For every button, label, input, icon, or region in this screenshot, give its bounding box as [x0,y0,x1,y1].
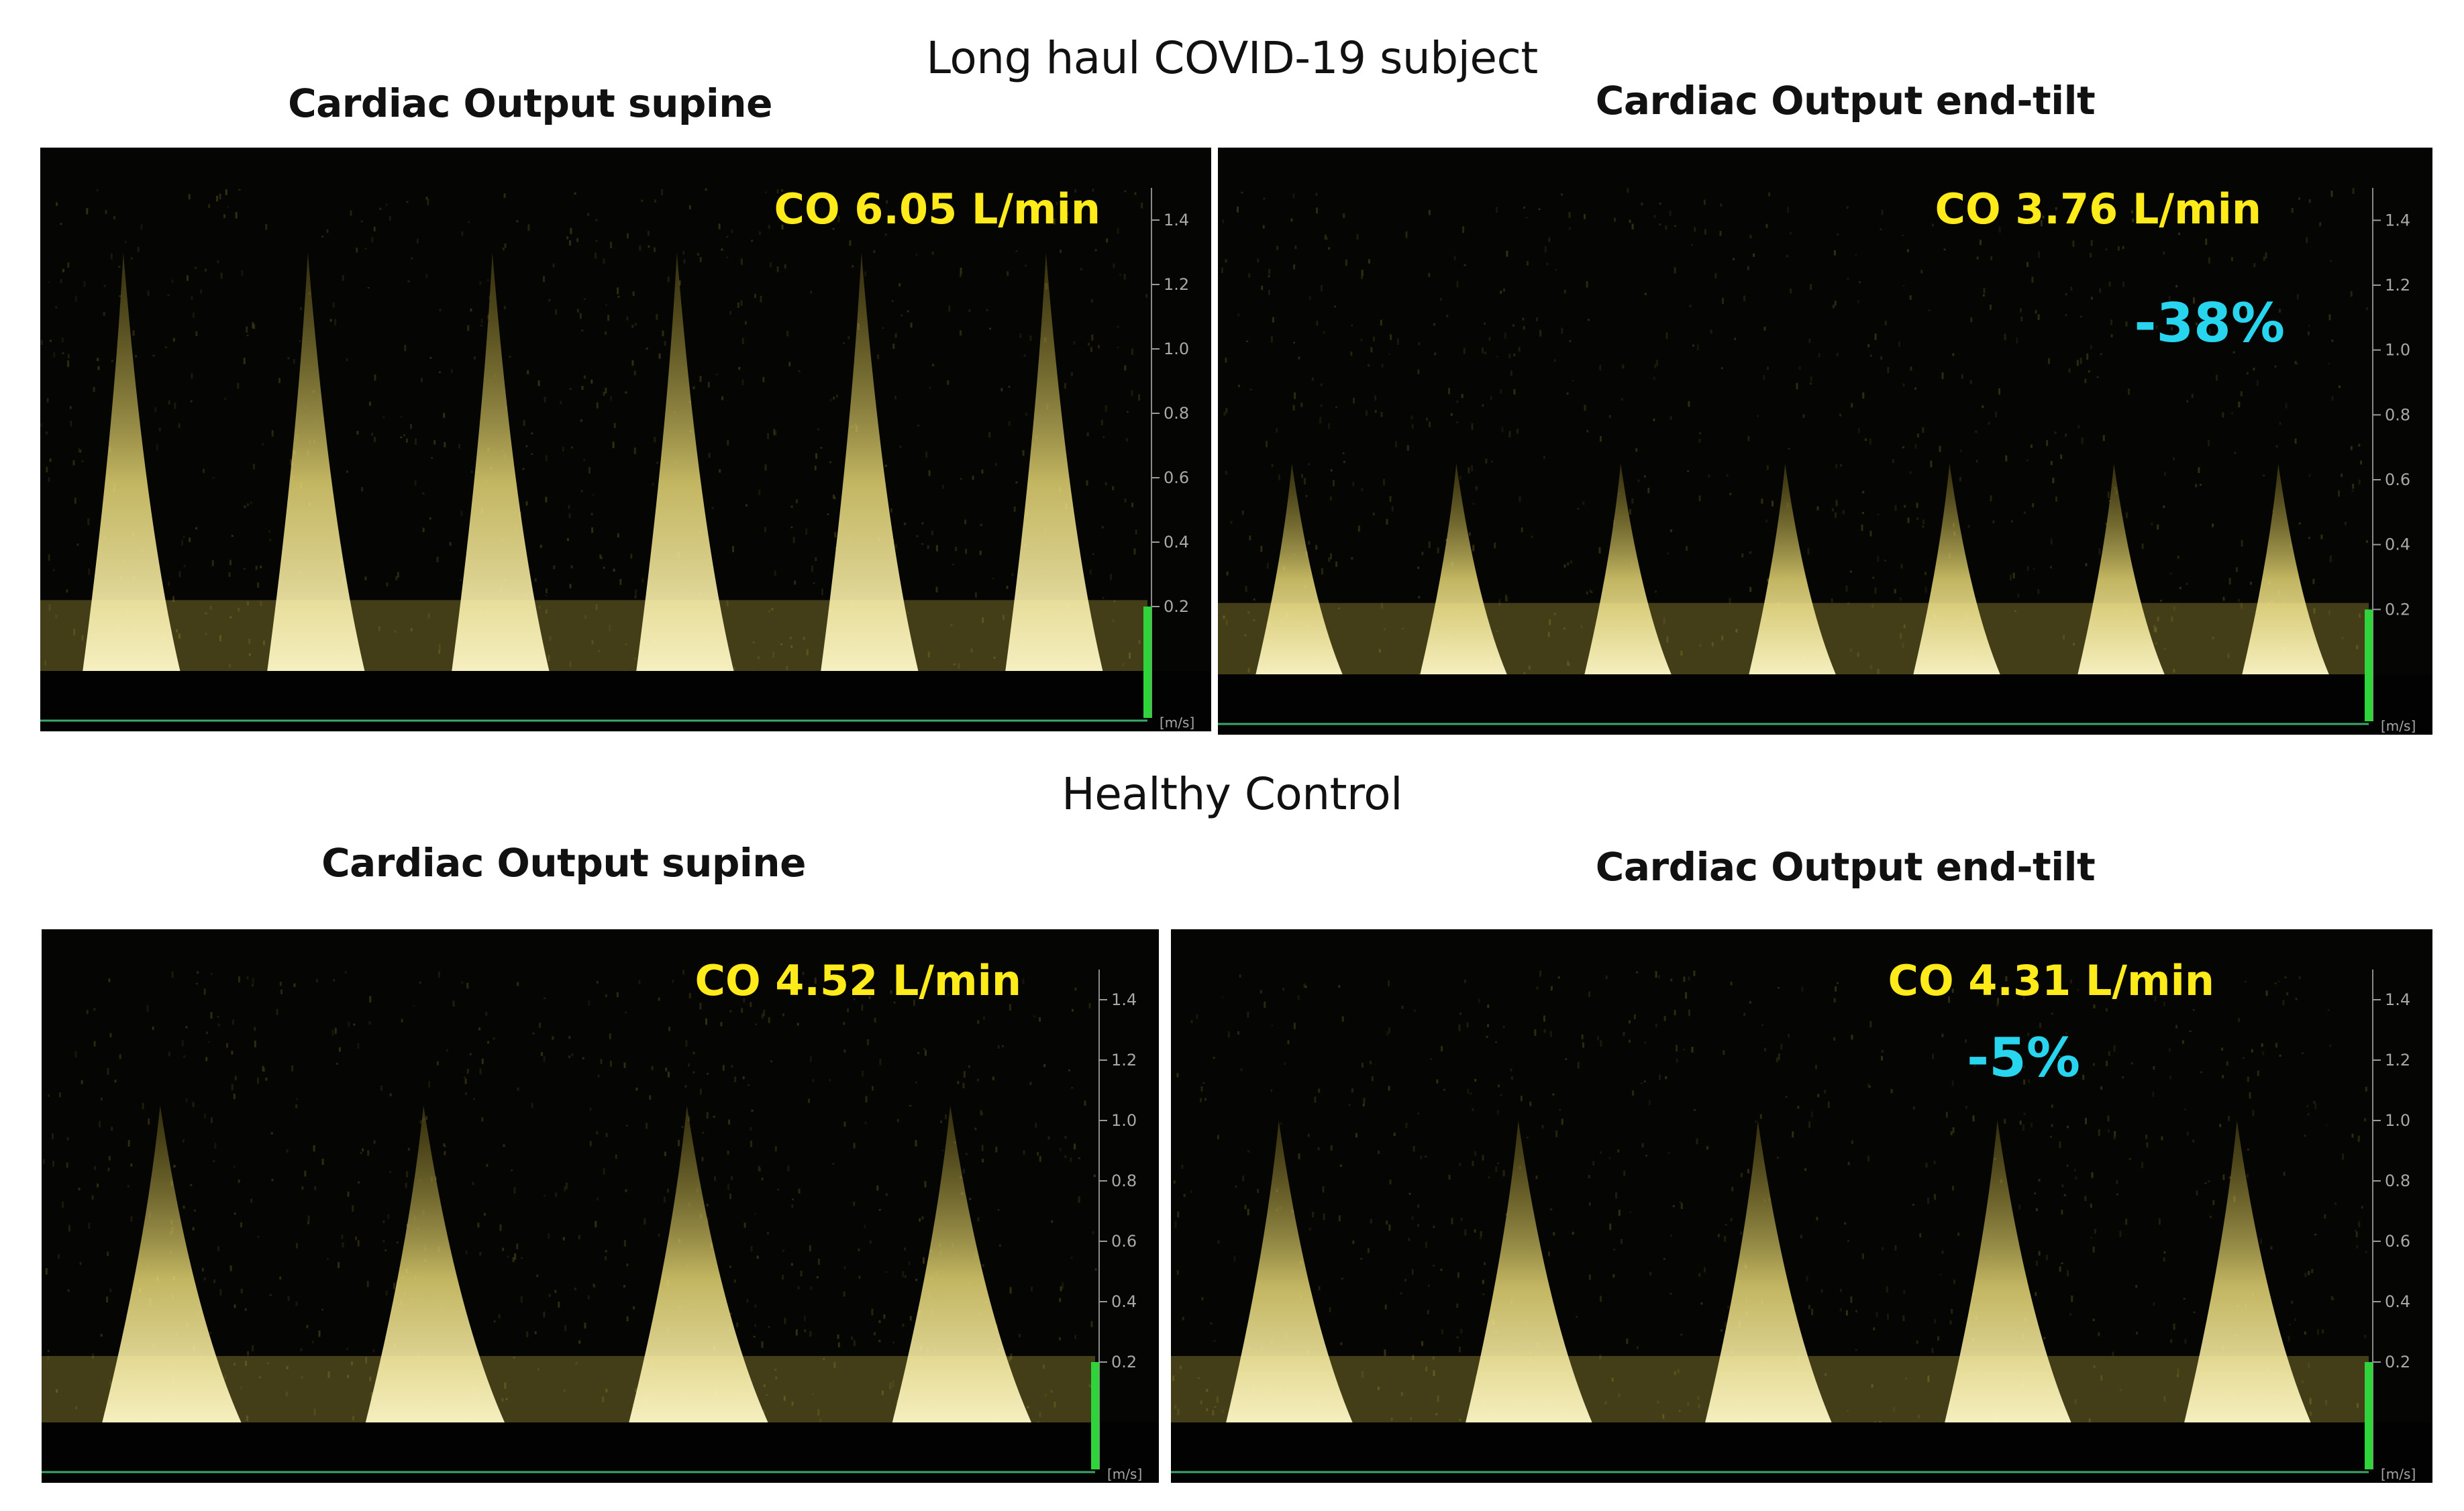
systolic-peak [892,1105,1032,1422]
bottom-strip [1218,674,2432,735]
co-value: CO 6.05 L/min [774,185,1101,233]
co-change: -5% [1966,1027,2080,1089]
doppler-panel-covid-supine: 1.4 1.2 1.0 0.8 0.6 0.4 0.2 [m/s] CO 6.05 L/min [40,148,1211,731]
doppler-spectrum: 1.4 1.2 1.0 0.8 0.6 0.4 0.2 [m/s] [42,970,1159,1483]
systolic-peak [629,1105,768,1422]
systolic-peak [2242,463,2329,674]
co-value: CO 3.76 L/min [1935,185,2262,233]
gain-marker [1143,607,1151,718]
scale-tick-label: 1.0 [1111,1111,1137,1130]
systolic-peak [1226,1121,1353,1422]
scale-tick-label: 1.0 [2385,1111,2410,1130]
systolic-peak [1005,252,1103,671]
scale-tick-label: 0.2 [1111,1353,1137,1371]
systolic-peak [1945,1121,2071,1422]
systolic-peak [1913,463,2000,674]
systolic-peak [636,252,734,671]
scale-tick-label: 0.8 [2385,1171,2410,1190]
doppler-spectrum: 1.4 1.2 1.0 0.8 0.6 0.4 0.2 [m/s] [40,188,1211,731]
scale-tick-label: 0.2 [2385,1353,2410,1371]
scale-tick-label: 1.2 [1164,275,1189,294]
title-covid: Long haul COVID-19 subject [926,32,1538,84]
velocity-scale: 1.4 1.2 1.0 0.8 0.6 0.4 0.2 [m/s] [1098,970,1142,1482]
systolic-peak [1255,463,1343,674]
systolic-peak [1749,463,1836,674]
doppler-panel-covid-tilt: 1.4 1.2 1.0 0.8 0.6 0.4 0.2 [m/s] CO 3.76 L/min… [1218,148,2432,735]
scale-tick-label: 0.8 [1164,404,1189,423]
scale-tick-label: 0.4 [1111,1292,1137,1311]
scale-tick-label: 1.0 [1164,340,1189,358]
heading-control-supine: Cardiac Output supine [321,840,806,886]
scale-tick-label: 0.6 [1111,1232,1137,1251]
systolic-peak [2077,463,2165,674]
scale-tick-label: 0.4 [2385,1292,2410,1311]
heading-covid-supine: Cardiac Output supine [288,81,772,126]
scale-tick-label: 0.4 [1164,533,1189,552]
baseline-band [40,600,1147,671]
scale-tick-label: 0.2 [2385,600,2410,619]
co-value: CO 4.31 L/min [1888,956,2215,1005]
systolic-peak [2184,1121,2311,1422]
systolic-peak [102,1105,242,1422]
doppler-panel-control-tilt: 1.4 1.2 1.0 0.8 0.6 0.4 0.2 [m/s] CO 4.31 L/min… [1171,929,2432,1483]
scale-tick-label: 1.2 [1111,1051,1137,1070]
doppler-panel-control-supine: 1.4 1.2 1.0 0.8 0.6 0.4 0.2 [m/s] CO 4.52 L/min [42,929,1159,1483]
scale-tick-label: 1.4 [1164,211,1189,229]
scale-unit: [m/s] [1107,1466,1142,1482]
velocity-scale: 1.4 1.2 1.0 0.8 0.6 0.4 0.2 [m/s] [2372,970,2416,1482]
scale-tick-label: 1.4 [2385,990,2410,1009]
bottom-strip [40,671,1211,731]
scale-tick-label: 1.0 [2385,341,2410,360]
gain-marker [1091,1362,1099,1469]
heading-control-tilt: Cardiac Output end-tilt [1595,844,2096,890]
title-control: Healthy Control [1062,768,1402,820]
doppler-spectrum: 1.4 1.2 1.0 0.8 0.6 0.4 0.2 [m/s] [1171,970,2432,1483]
gain-marker [2365,609,2373,721]
scale-tick-label: 1.2 [2385,276,2410,295]
scale-tick-label: 0.8 [1111,1171,1137,1190]
scale-tick-label: 0.4 [2385,535,2410,554]
scale-unit: [m/s] [1160,715,1194,731]
scale-tick-label: 1.2 [2385,1051,2410,1070]
speckle-noise [1172,970,2367,1427]
co-value: CO 4.52 L/min [695,956,1022,1005]
scale-tick-label: 0.6 [1164,468,1189,487]
gain-marker [2365,1362,2373,1469]
scale-tick-label: 1.4 [2385,211,2410,229]
scale-unit: [m/s] [2381,1466,2416,1482]
bottom-strip [42,1422,1159,1483]
scale-tick-label: 0.6 [2385,1232,2410,1251]
scale-tick-label: 0.6 [2385,470,2410,489]
scale-tick-label: 0.2 [1164,597,1189,616]
systolic-peak [365,1105,505,1422]
velocity-scale: 1.4 1.2 1.0 0.8 0.6 0.4 0.2 [m/s] [2372,188,2416,734]
bottom-strip [1171,1422,2432,1483]
scale-tick-label: 0.8 [2385,405,2410,424]
doppler-spectrum: 1.4 1.2 1.0 0.8 0.6 0.4 0.2 [m/s] [1218,188,2432,735]
velocity-scale: 1.4 1.2 1.0 0.8 0.6 0.4 0.2 [m/s] [1151,188,1194,731]
scale-unit: [m/s] [2381,718,2416,734]
systolic-peak [83,252,181,671]
systolic-peak [1584,463,1672,674]
systolic-peak [267,252,365,671]
systolic-peak [1705,1121,1832,1422]
heading-covid-tilt: Cardiac Output end-tilt [1595,78,2096,123]
systolic-peak [452,252,550,671]
systolic-peak [1420,463,1507,674]
systolic-peak [1466,1121,1592,1422]
scale-tick-label: 1.4 [1111,990,1137,1009]
systolic-peak [821,252,919,671]
co-change: -38% [2134,292,2285,354]
